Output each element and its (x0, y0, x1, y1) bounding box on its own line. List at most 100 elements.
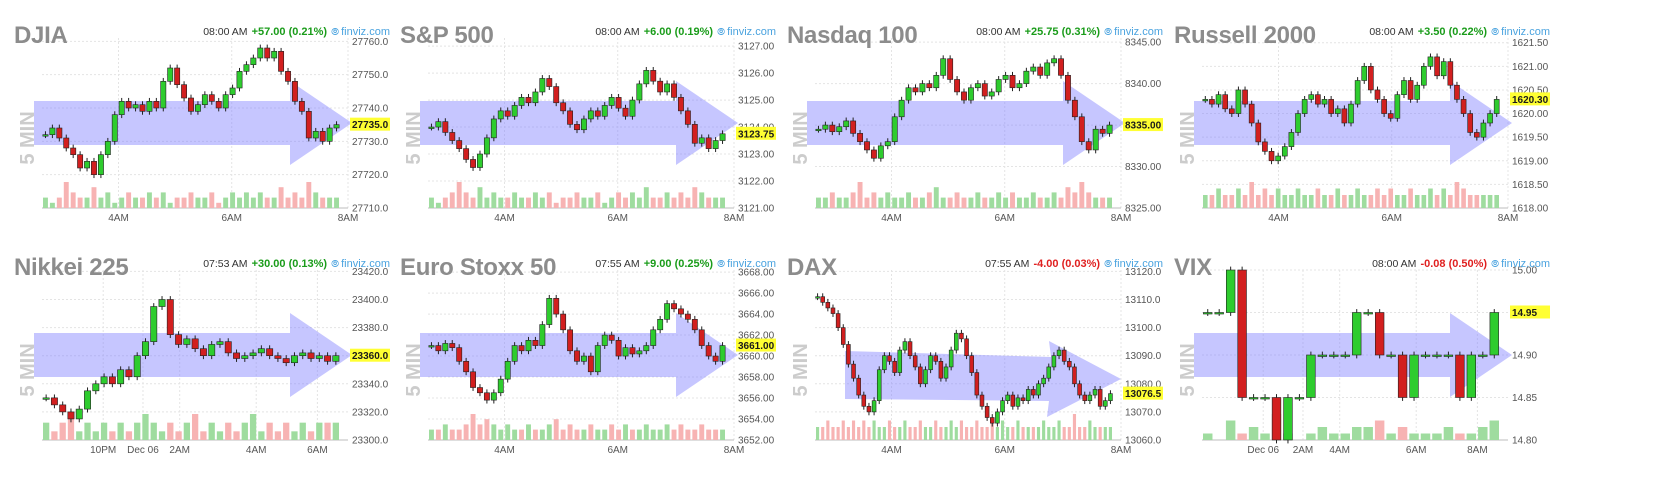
candle-body (241, 355, 249, 359)
volume-bar (526, 424, 531, 440)
candle-body (1255, 122, 1262, 143)
candle-body (1329, 354, 1339, 357)
volume-bar (119, 197, 125, 208)
volume-bar (1058, 197, 1064, 208)
y-tick-label: 27730.0 (352, 137, 389, 148)
quote-time: 07:53 AM (203, 258, 248, 270)
volume-bar (98, 197, 104, 208)
volume-bar (456, 182, 462, 208)
candle-body (483, 392, 490, 401)
source-link[interactable]: ⦾ finviz.com (717, 258, 776, 270)
source-link[interactable]: ⦾ finviz.com (1491, 258, 1550, 270)
volume-bar (816, 427, 820, 440)
candle-body (898, 99, 905, 118)
candle-body (84, 390, 91, 410)
candle-body (1222, 94, 1228, 110)
source-link[interactable]: ⦾ finviz.com (1491, 26, 1550, 38)
candle-body (969, 355, 974, 373)
y-tick-label: 13120.0 (1125, 267, 1162, 278)
candle-body (835, 313, 841, 328)
volume-bar (306, 182, 312, 208)
volume-bar (720, 429, 725, 440)
timeframe-label: 5 MIN (790, 343, 812, 396)
x-tick-label: 6AM (607, 213, 628, 224)
candle-body (1387, 113, 1394, 119)
volume-bar (841, 420, 845, 440)
candle-body (449, 132, 456, 141)
nasdaq-100-chart-panel[interactable]: 8345.00 8340.00 8335.00 8330.00 8325.00 4AM 6A… (773, 8, 1163, 233)
s-p-500-chart-panel[interactable]: 3127.003126.003125.003124.003123.003122.… (386, 8, 776, 233)
nikkei-225-chart-panel[interactable]: 23420.0 23400.0 23380.0 23360.0 23340.0 23320… (0, 240, 390, 465)
candle-body (511, 345, 518, 362)
volume-bar (1016, 420, 1020, 440)
volume-bar (822, 197, 828, 208)
volume-bar (678, 192, 684, 208)
candle-body (456, 347, 463, 362)
volume-bar (1260, 433, 1270, 440)
volume-bar (1203, 195, 1208, 208)
volume-bar (1269, 195, 1274, 208)
candle-body (1328, 99, 1334, 114)
timeframe-label: 5 MIN (403, 343, 425, 396)
volume-bar (1322, 195, 1327, 208)
candle-body (1000, 400, 1005, 413)
djia-chart-svg: 27760.0 27750.0 27740.0 27730.0 27720.0 27710… (17, 37, 390, 224)
source-link[interactable]: ⦾ finviz.com (331, 258, 390, 270)
volume-bar (237, 197, 242, 208)
quote-time: 07:55 AM (595, 258, 640, 270)
finviz-icon: ⦾ (1104, 27, 1113, 38)
y-tick-label: 14.90 (1512, 351, 1537, 362)
candle-body (1294, 397, 1305, 400)
source-link[interactable]: ⦾ finviz.com (1104, 258, 1163, 270)
candle-body (841, 327, 846, 345)
volume-bar (1317, 427, 1328, 440)
volume-bar (1209, 195, 1215, 208)
volume-bar (1052, 427, 1056, 440)
source-text: finviz.com (341, 258, 390, 270)
candle-body (97, 154, 104, 175)
candle-body (56, 127, 63, 139)
candle-body (1260, 397, 1270, 400)
candle-body (636, 350, 643, 355)
y-tick-label: 3658.00 (738, 373, 775, 384)
vix-chart-panel[interactable]: 15.00 14.95 14.90 14.85 14.80 Dec 06 2AM 4AM 6AM… (1160, 240, 1550, 465)
source-text: finviz.com (727, 26, 776, 38)
volume-bar (650, 197, 656, 208)
volume-bar (435, 429, 441, 440)
candle-body (490, 392, 497, 401)
y-tick-label: 27710.0 (352, 204, 389, 215)
volume-bar (77, 197, 83, 208)
candle-body (1363, 312, 1373, 315)
y-tick-label: 3668.00 (738, 268, 775, 279)
candle-body (191, 338, 199, 349)
candle-body (1288, 132, 1295, 147)
last-price-box (350, 348, 390, 362)
y-tick-label: 3127.00 (738, 42, 775, 53)
volume-bar (933, 187, 939, 208)
volume-bar (1031, 427, 1035, 440)
last-price-label: 3661.00 (738, 341, 775, 352)
candle-body (1268, 151, 1275, 162)
y-tick-label: 13060.0 (1125, 436, 1162, 447)
candle-body (1046, 366, 1052, 379)
dax-chart-panel[interactable]: 13120.0 13110.0 13100.0 13090.0 13080.0 13070… (773, 240, 1163, 465)
volume-bar (175, 431, 182, 440)
source-link[interactable]: ⦾ finviz.com (1104, 26, 1163, 38)
volume-bar (602, 429, 608, 440)
candle-body (1394, 94, 1401, 119)
finviz-icon: ⦾ (331, 27, 340, 38)
source-link[interactable]: ⦾ finviz.com (331, 26, 390, 38)
candle-body (50, 397, 58, 406)
y-tick-label: 3664.00 (738, 310, 775, 321)
volume-bar (857, 182, 863, 208)
candle-body (539, 78, 546, 93)
candle-body (1409, 354, 1419, 398)
russell-2000-chart-panel[interactable]: 1621.50 1621.00 1620.50 1620.00 1619.50 1619.… (1160, 8, 1550, 233)
euro-stoxx-50-chart-panel[interactable]: 3668.00 3666.00 3664.00 3662.00 3660.00 3658.… (386, 240, 776, 465)
volume-bar (1011, 427, 1015, 440)
x-tick-label: Dec 06 (1247, 445, 1279, 456)
volume-bar (657, 429, 663, 440)
djia-chart-panel[interactable]: 27760.0 27750.0 27740.0 27730.0 27720.0 27710… (0, 8, 390, 233)
source-link[interactable]: ⦾ finviz.com (717, 26, 776, 38)
volume-bar (862, 420, 866, 440)
